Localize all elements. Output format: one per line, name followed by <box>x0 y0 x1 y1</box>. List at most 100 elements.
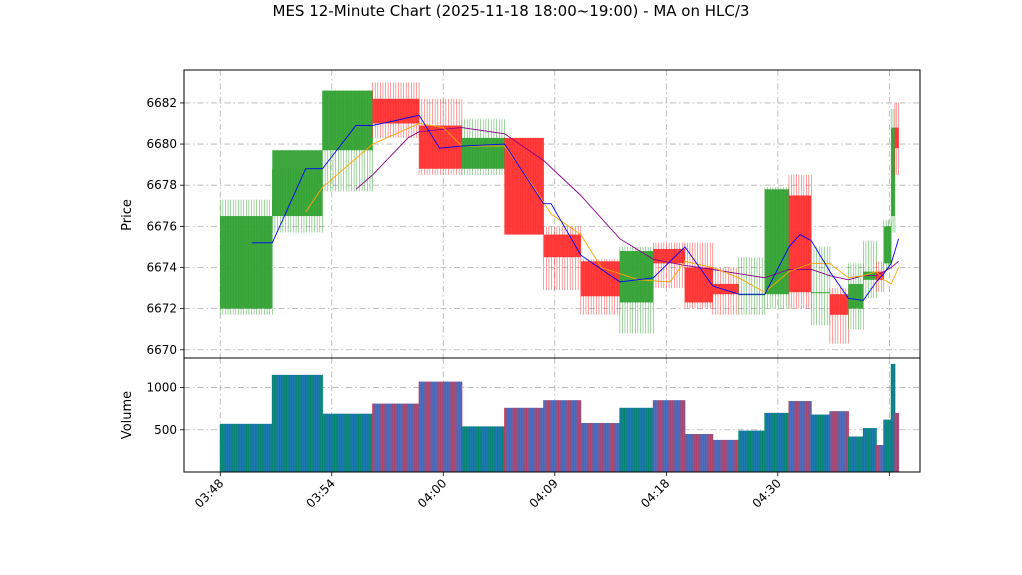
price-bar-up <box>322 90 373 192</box>
price-bar-down <box>652 242 686 289</box>
price-bar-body <box>788 195 812 293</box>
volume-bar-down <box>543 400 582 472</box>
volume-bar-up <box>810 414 831 472</box>
volume-bar-up <box>847 436 864 472</box>
price-bar-body <box>811 292 830 294</box>
chart-title: MES 12-Minute Chart (2025-11-18 18:00~19… <box>273 2 750 20</box>
price-bar-up <box>810 246 831 326</box>
volume-bar-up <box>764 412 790 472</box>
volume-bar-down <box>418 381 463 472</box>
x-axis-ticks: 03:48 03:54 04:00 04:09 04:18 04:30 <box>192 472 890 511</box>
price-bar-up <box>848 263 864 330</box>
price-bar-down <box>894 102 899 175</box>
x-tick-label: 04:09 <box>527 476 561 510</box>
ma-fast-line <box>251 114 900 301</box>
volume-y-ticks: 500 1000 <box>146 381 184 437</box>
volume-bar-down <box>788 401 812 472</box>
x-tick-label: 04:00 <box>415 476 449 510</box>
price-panel: 6670 6672 6674 6676 6678 6680 6682 Price <box>120 69 921 359</box>
price-bar-down <box>372 82 420 138</box>
price-bar-down <box>712 267 740 315</box>
price-bar-up <box>883 220 892 270</box>
volume-bar-up <box>461 426 506 472</box>
price-bars <box>219 82 899 344</box>
price-bar-body <box>580 261 620 297</box>
volume-bar-up <box>738 430 766 472</box>
price-y-ticks: 6670 6672 6674 6676 6678 6680 6682 <box>146 96 184 357</box>
x-tick-label: 03:54 <box>304 476 338 510</box>
volume-bar-down <box>875 444 885 472</box>
price-bar-body <box>220 216 273 309</box>
volume-bar-down <box>504 407 545 472</box>
price-bar-down <box>543 226 582 291</box>
ma-mid-line <box>305 123 900 293</box>
price-y-tick-label: 6674 <box>146 260 177 274</box>
volume-bar-body <box>883 419 892 472</box>
price-bar-body <box>883 226 892 264</box>
price-bar-up <box>890 109 896 233</box>
volume-bar-body <box>876 444 884 472</box>
volume-bar-body <box>863 428 877 472</box>
x-tick-label: 04:18 <box>638 476 672 510</box>
volume-bar-up <box>619 407 654 472</box>
moving-average-lines <box>251 114 900 301</box>
volume-y-tick-label: 500 <box>154 423 177 437</box>
price-bar-body <box>684 267 713 303</box>
price-y-tick-label: 6682 <box>146 96 177 110</box>
price-bar-body <box>372 98 420 124</box>
price-bar-up <box>461 119 505 175</box>
price-bar-down <box>418 98 463 175</box>
price-bar-down <box>876 261 885 293</box>
price-bar-body <box>764 189 789 295</box>
price-bar-down <box>580 259 621 315</box>
price-bar-up <box>271 150 323 233</box>
volume-bar-down <box>580 423 621 472</box>
price-bar-body <box>543 234 581 258</box>
volume-bar-up <box>890 363 896 472</box>
volume-bar-body <box>322 413 373 472</box>
price-bar-down <box>788 174 812 309</box>
ma-slow-line <box>355 127 899 281</box>
volume-panel-frame <box>183 357 921 473</box>
price-y-axis-label: Price <box>120 199 135 231</box>
volume-bar-up <box>219 423 273 472</box>
volume-bar-body <box>712 439 739 472</box>
price-bar-body <box>461 137 505 169</box>
price-y-tick-label: 6676 <box>146 219 177 233</box>
volume-bar-up <box>883 419 892 472</box>
price-bar-up <box>219 199 273 315</box>
volume-y-tick-label: 1000 <box>146 381 177 395</box>
price-y-tick-label: 6670 <box>146 343 177 357</box>
price-bar-body <box>894 127 899 149</box>
volume-bar-body <box>543 400 581 472</box>
price-y-tick-label: 6678 <box>146 178 177 192</box>
price-bar-down <box>504 137 544 235</box>
volume-bar-down <box>894 412 900 472</box>
volume-bar-down <box>372 403 420 472</box>
price-y-tick-label: 6672 <box>146 302 177 316</box>
volume-bar-down <box>684 434 714 472</box>
price-bar-up <box>863 240 877 299</box>
volume-y-axis-label: Volume <box>120 391 135 439</box>
price-bar-body <box>848 283 864 309</box>
price-bar-body <box>272 150 323 217</box>
volume-bar-down <box>712 439 740 472</box>
price-bar-up <box>738 257 766 315</box>
price-bar-body <box>619 251 654 303</box>
price-y-tick-label: 6680 <box>146 137 177 151</box>
volume-bar-up <box>271 374 323 472</box>
volume-bar-body <box>272 374 323 472</box>
price-bar-body <box>829 294 849 315</box>
volume-bar-up <box>322 413 374 472</box>
price-bar-body <box>891 127 895 217</box>
x-tick-label: 04:30 <box>750 476 784 510</box>
volume-bar-down <box>652 400 686 472</box>
price-bar-body <box>738 294 765 296</box>
price-bar-up <box>764 187 790 309</box>
price-bar-down <box>829 288 849 344</box>
volume-bar-down <box>829 411 849 472</box>
volume-bars <box>219 363 900 472</box>
volume-bar-body <box>788 401 812 472</box>
volume-panel: 500 1000 Volume <box>120 357 921 473</box>
